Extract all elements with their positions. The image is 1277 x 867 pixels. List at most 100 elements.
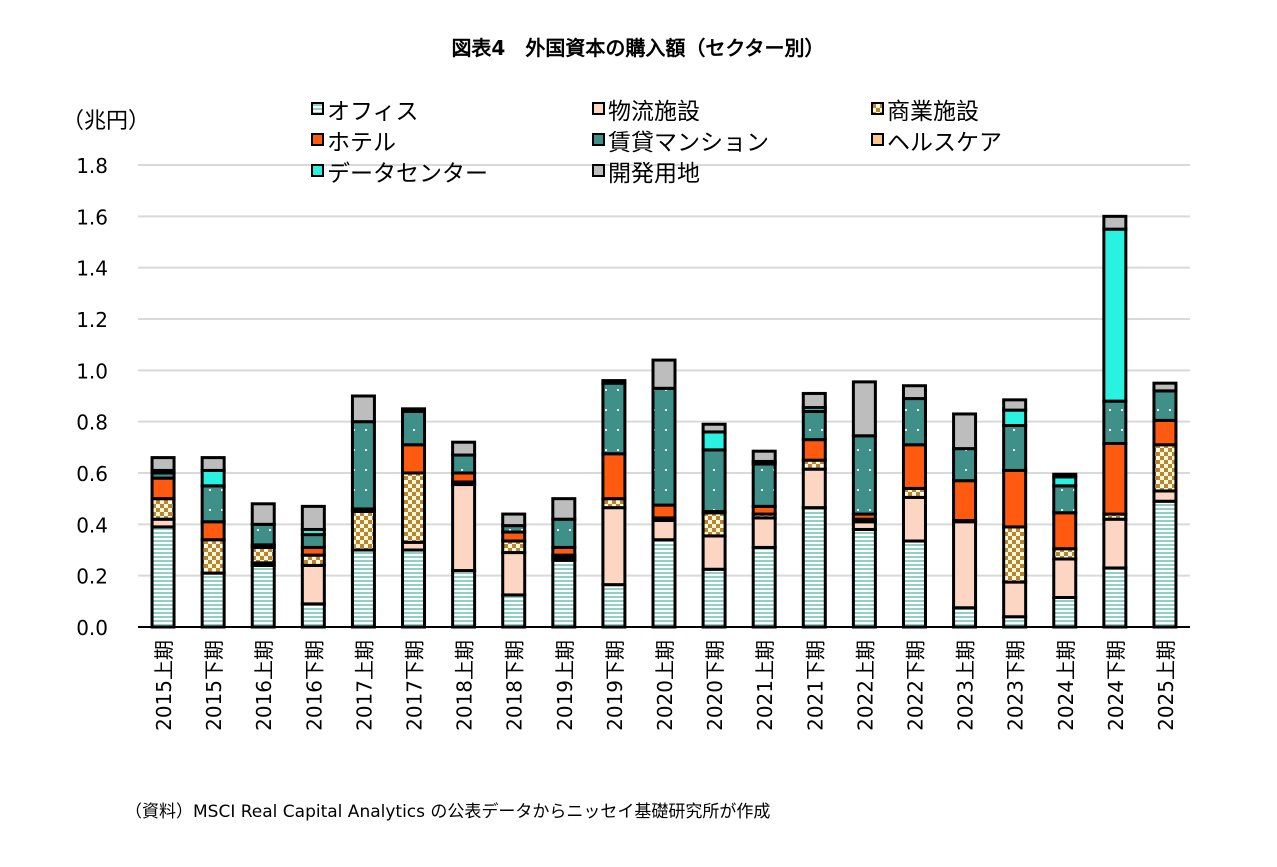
bar-stack	[1052, 472, 1078, 629]
legend-label: 商業施設	[887, 99, 979, 125]
x-tick-label: 2021上期	[753, 640, 777, 731]
bar-segment	[1002, 408, 1028, 428]
legend-swatch	[871, 102, 884, 115]
bar-stack	[401, 407, 427, 629]
bar-segment	[300, 504, 326, 531]
bar-segment	[601, 583, 627, 629]
bar-segment	[501, 593, 527, 629]
bar-segment	[1052, 472, 1078, 479]
bar-segment	[1002, 468, 1028, 529]
bar-segment	[1152, 389, 1178, 422]
bar-segment	[1102, 227, 1128, 403]
bar-segment	[200, 538, 226, 575]
bar-segment	[200, 468, 226, 488]
bar-segment	[701, 448, 727, 513]
bar-segment	[901, 495, 927, 543]
bar-segment	[801, 438, 827, 462]
bar-segment	[250, 522, 276, 547]
bar-segment	[350, 510, 376, 552]
legend-swatch	[592, 164, 605, 177]
bar-segment	[1102, 517, 1128, 570]
bar-segment	[1152, 499, 1178, 629]
bar-stack	[801, 391, 827, 629]
legend-item: 賃貸マンション	[592, 130, 769, 156]
bar-segment	[1002, 580, 1028, 619]
bar-segment	[551, 497, 577, 521]
bar-segment	[701, 422, 727, 434]
y-tick-label: 0.4	[76, 513, 108, 537]
bar-segment	[401, 409, 427, 447]
bar-stack	[250, 502, 276, 629]
chart-title: 図表4 外国資本の購入額（セクター別）	[451, 36, 824, 60]
legend-swatch	[311, 133, 324, 146]
bar-stack	[350, 394, 376, 629]
bar-segment	[651, 386, 677, 507]
bar-segment	[1102, 441, 1128, 516]
bar-stack	[1152, 381, 1178, 629]
bar-segment	[1152, 381, 1178, 393]
bar-segment	[751, 516, 777, 549]
bar-segment	[300, 533, 326, 549]
x-tick-label: 2019下期	[603, 640, 627, 731]
bar-segment	[952, 447, 978, 483]
bar-segment	[401, 548, 427, 629]
bar-segment	[551, 517, 577, 549]
bar-segment	[851, 527, 877, 629]
bar-segment	[851, 434, 877, 516]
y-tick-label: 0.8	[76, 411, 108, 435]
bar-segment	[1052, 595, 1078, 629]
x-tick-label: 2017下期	[403, 640, 427, 731]
x-tick-label: 2018下期	[503, 640, 527, 731]
bar-segment	[701, 567, 727, 629]
legend-swatch	[592, 102, 605, 115]
bar-stack	[451, 440, 477, 629]
bar-segment	[601, 452, 627, 501]
y-tick-label: 1.0	[76, 359, 108, 383]
bar-stack	[651, 358, 677, 629]
bar-segment	[651, 518, 677, 542]
bar-segment	[451, 483, 477, 573]
x-tick-label: 2022下期	[903, 640, 927, 731]
legend-swatch	[871, 133, 884, 146]
bar-segment	[1102, 399, 1128, 445]
bar-segment	[150, 525, 176, 629]
legend-item: データセンター	[311, 161, 488, 187]
bar-segment	[200, 571, 226, 629]
bar-segment	[250, 545, 276, 565]
bar-segment	[1152, 443, 1178, 493]
bar-segment	[350, 548, 376, 629]
bar-segment	[901, 443, 927, 490]
x-tick-label: 2015下期	[202, 640, 226, 731]
bar-segment	[300, 602, 326, 629]
bar-segment	[952, 412, 978, 451]
bar-segment	[551, 558, 577, 629]
legend-label: ホテル	[327, 130, 396, 156]
bar-segment	[1152, 489, 1178, 503]
legend-label: データセンター	[327, 161, 488, 187]
bar-segment	[801, 506, 827, 629]
source-note: （資料）MSCI Real Capital Analytics の公表データから…	[125, 801, 770, 822]
bar-stack	[601, 379, 627, 629]
bar-segment	[451, 453, 477, 475]
bar-segment	[401, 443, 427, 475]
bar-stack	[851, 380, 877, 629]
legend-item: オフィス	[311, 99, 419, 125]
bar-stack	[200, 456, 226, 629]
bar-segment	[801, 391, 827, 410]
bar-segment	[801, 409, 827, 442]
bar-segment	[751, 462, 777, 508]
x-tick-label: 2015上期	[152, 640, 176, 731]
bar-segment	[350, 420, 376, 511]
bar-segment	[801, 467, 827, 510]
bar-segment	[952, 520, 978, 610]
bar-segment	[952, 479, 978, 522]
legend-item: 物流施設	[592, 99, 700, 125]
bar-segment	[150, 456, 176, 472]
bar-stack	[501, 512, 527, 629]
bar-segment	[150, 497, 176, 521]
bar-segment	[200, 484, 226, 524]
legend-item: ホテル	[311, 130, 396, 156]
bar-segment	[901, 539, 927, 629]
bar-segment	[1052, 484, 1078, 515]
bar-segment	[250, 563, 276, 629]
